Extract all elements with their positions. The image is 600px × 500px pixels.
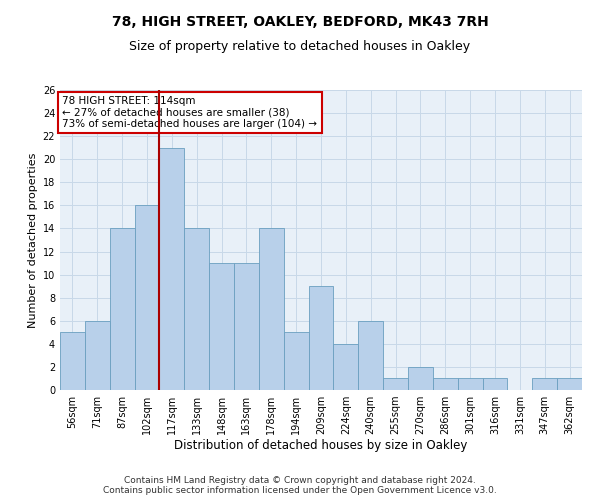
Bar — [284, 332, 308, 390]
Y-axis label: Number of detached properties: Number of detached properties — [28, 152, 38, 328]
Bar — [110, 228, 134, 390]
Bar — [209, 263, 234, 390]
Bar — [358, 321, 383, 390]
Bar — [433, 378, 458, 390]
Text: 78, HIGH STREET, OAKLEY, BEDFORD, MK43 7RH: 78, HIGH STREET, OAKLEY, BEDFORD, MK43 7… — [112, 15, 488, 29]
Bar — [308, 286, 334, 390]
Bar — [259, 228, 284, 390]
Bar — [60, 332, 85, 390]
Bar — [85, 321, 110, 390]
Text: Size of property relative to detached houses in Oakley: Size of property relative to detached ho… — [130, 40, 470, 53]
X-axis label: Distribution of detached houses by size in Oakley: Distribution of detached houses by size … — [175, 438, 467, 452]
Text: 78 HIGH STREET: 114sqm
← 27% of detached houses are smaller (38)
73% of semi-det: 78 HIGH STREET: 114sqm ← 27% of detached… — [62, 96, 317, 129]
Bar — [334, 344, 358, 390]
Bar — [134, 206, 160, 390]
Bar — [458, 378, 482, 390]
Bar — [532, 378, 557, 390]
Bar — [383, 378, 408, 390]
Text: Contains HM Land Registry data © Crown copyright and database right 2024.
Contai: Contains HM Land Registry data © Crown c… — [103, 476, 497, 495]
Bar — [160, 148, 184, 390]
Bar — [234, 263, 259, 390]
Bar — [408, 367, 433, 390]
Bar — [482, 378, 508, 390]
Bar — [184, 228, 209, 390]
Bar — [557, 378, 582, 390]
